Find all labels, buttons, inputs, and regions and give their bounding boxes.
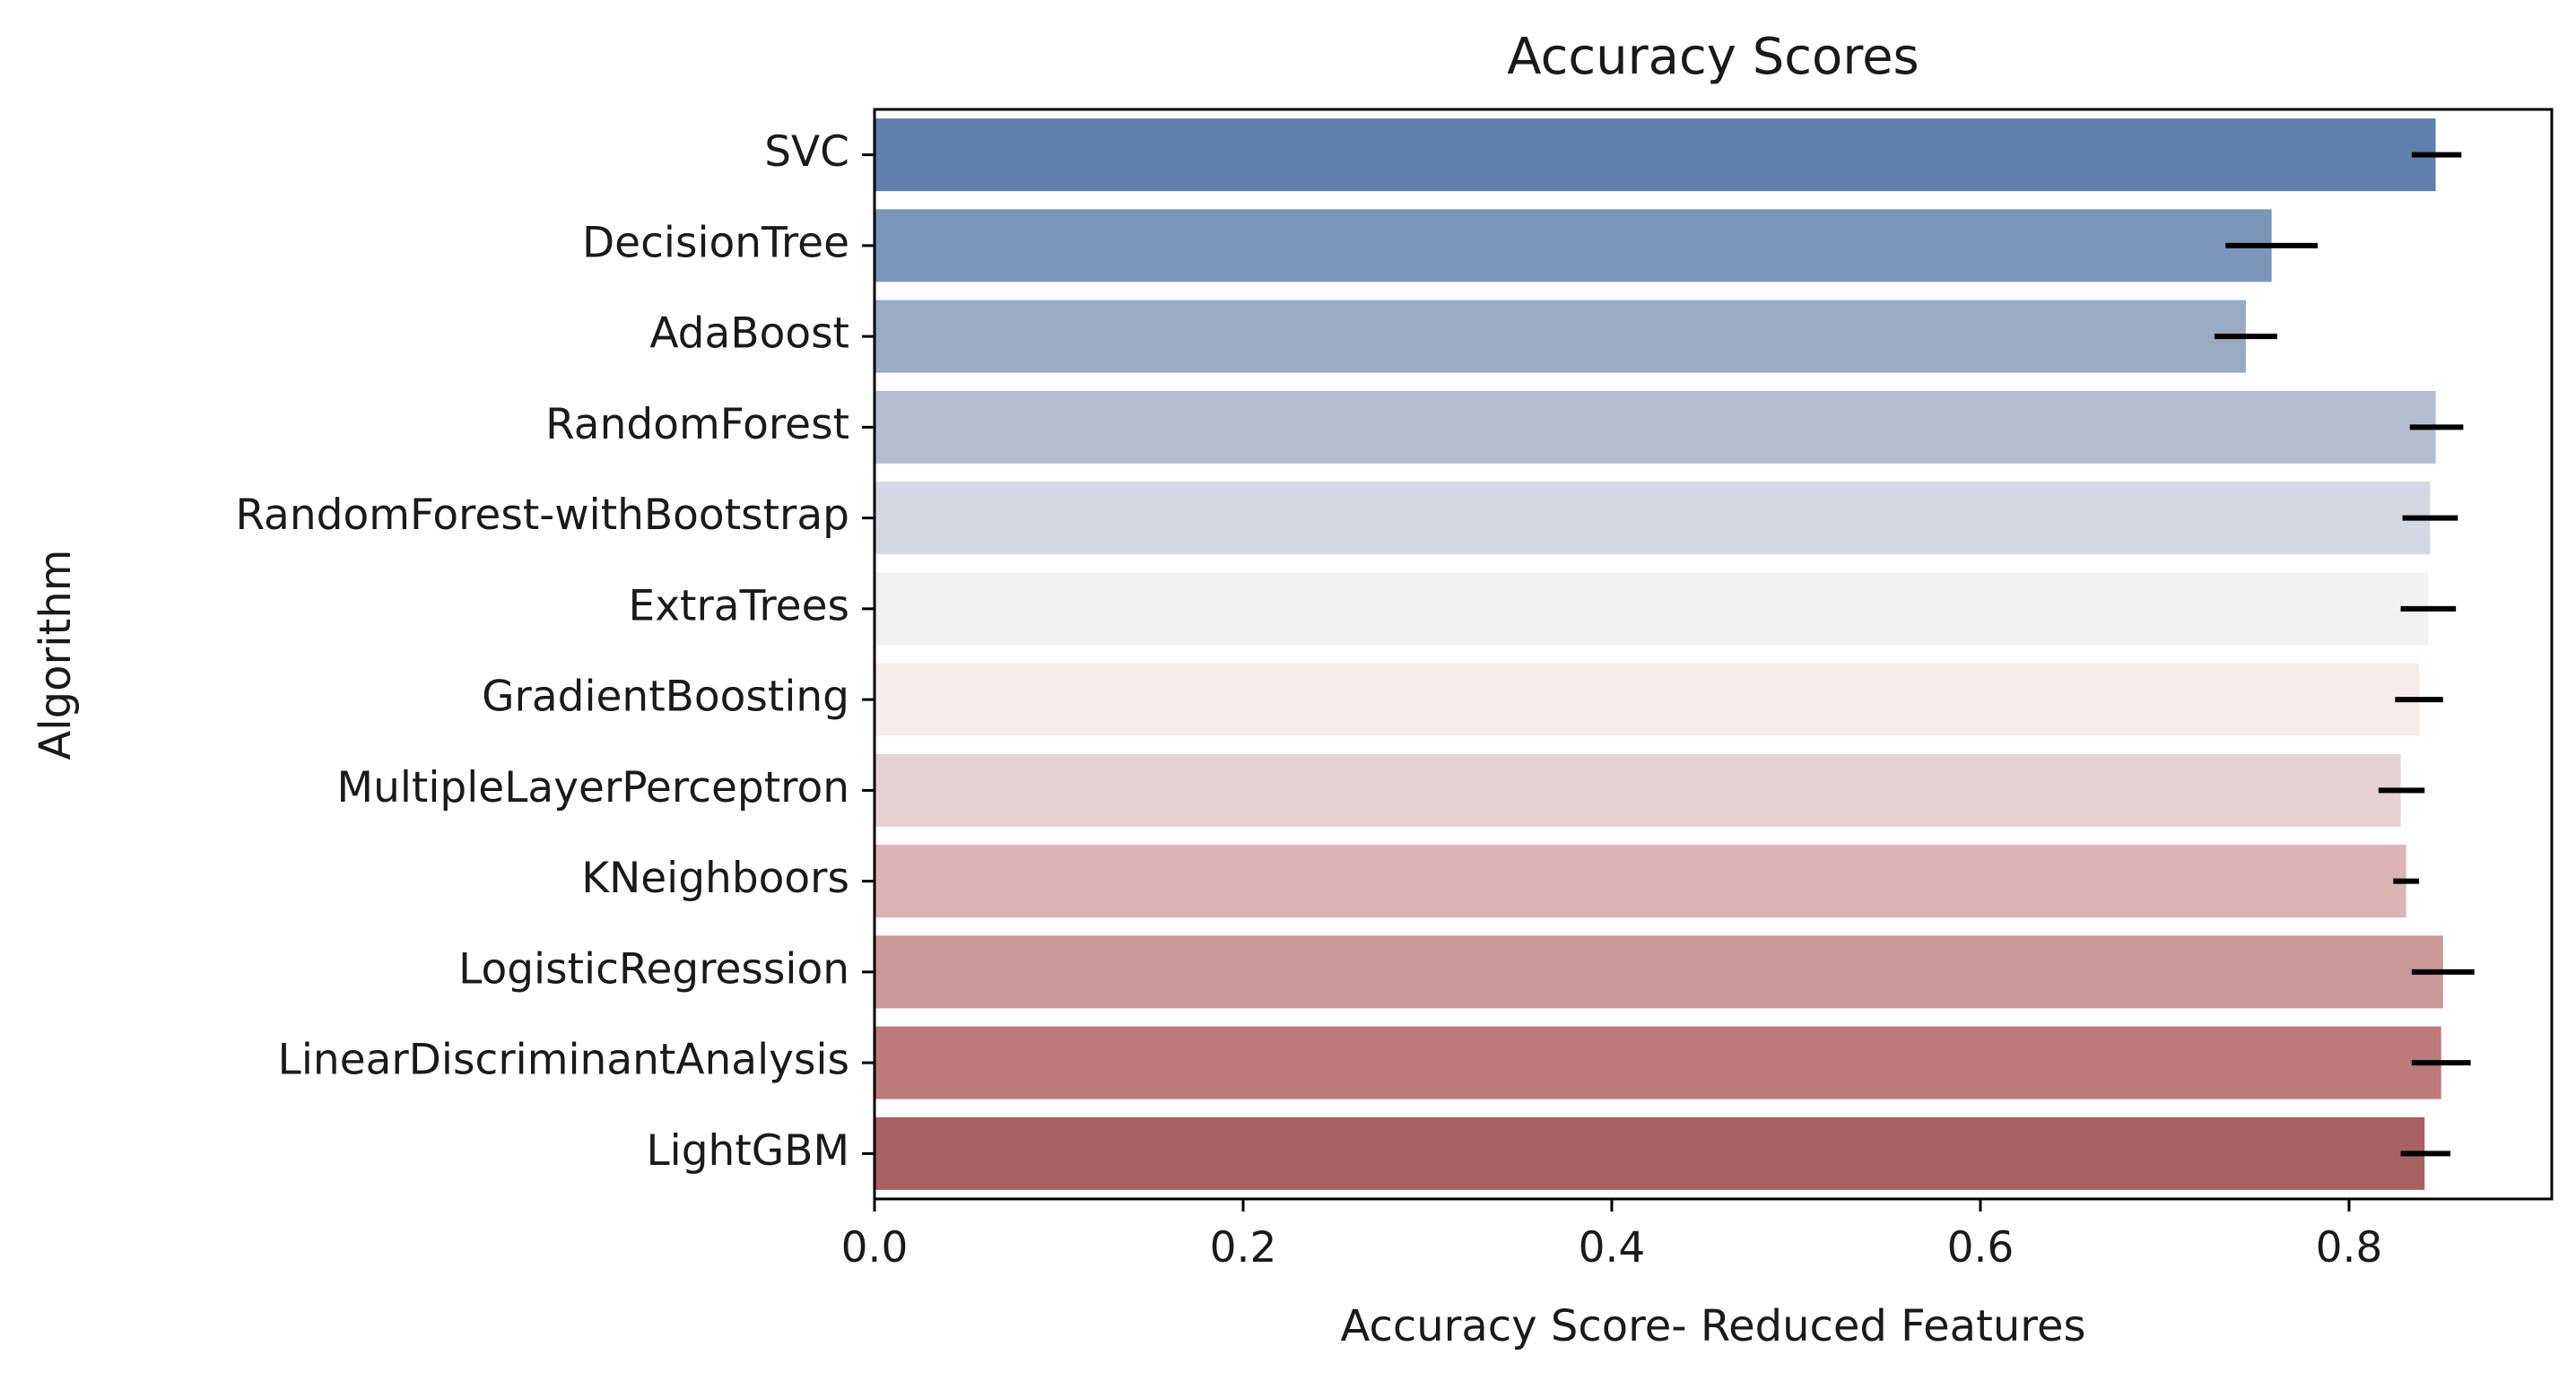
y-tick-label: SVC — [764, 127, 849, 177]
x-tick-label: 0.6 — [1947, 1223, 2015, 1272]
y-tick-label: LightGBM — [646, 1126, 849, 1176]
x-tick-label: 0.4 — [1579, 1223, 1646, 1272]
error-bars-group — [2214, 152, 2475, 1157]
y-tick-label: GradientBoosting — [482, 673, 849, 722]
chart-title: Accuracy Scores — [1507, 28, 1919, 86]
y-tick-label: LogisticRegression — [458, 944, 849, 994]
y-axis-label: Algorithm — [30, 549, 81, 760]
y-tick-label: LinearDiscriminantAnalysis — [278, 1036, 849, 1085]
y-tick-label: ExtraTrees — [629, 581, 849, 630]
x-axis-label: Accuracy Score- Reduced Features — [1340, 1301, 2085, 1351]
bar-lightgbm — [875, 1116, 2425, 1190]
plot-frame — [873, 108, 2554, 1201]
x-tick-label: 0.0 — [841, 1223, 909, 1272]
y-tick-label: RandomForest — [545, 400, 849, 449]
bar-randomforest-withbootstrap — [875, 482, 2431, 555]
bar-adaboost — [875, 300, 2246, 373]
category-labels: SVC DecisionTree AdaBoost RandomForest Rando… — [235, 127, 875, 1176]
bar-multiplelayerperceptron — [875, 753, 2401, 827]
x-axis-ticks: 0.0 0.2 0.4 0.6 0.8 — [841, 1199, 2383, 1272]
bar-gradientboosting — [875, 663, 2420, 736]
bar-kneighboors — [875, 845, 2406, 918]
bars-group — [875, 118, 2443, 1190]
x-tick-label: 0.8 — [2316, 1223, 2383, 1272]
bar-randomforest — [875, 390, 2436, 464]
y-tick-label: DecisionTree — [582, 218, 849, 267]
y-tick-label: KNeighboors — [581, 854, 849, 903]
bar-svc — [875, 118, 2436, 192]
y-tick-label: AdaBoost — [649, 309, 849, 359]
bar-logisticregression — [875, 935, 2443, 1009]
y-tick-label: RandomForest-withBootstrap — [235, 491, 849, 540]
bar-lineardiscriminantanalysis — [875, 1026, 2441, 1099]
bar-extratrees — [875, 572, 2429, 646]
x-tick-label: 0.2 — [1210, 1223, 1277, 1272]
y-tick-label: MultipleLayerPerceptron — [337, 763, 849, 812]
bar-decisiontree — [875, 209, 2272, 282]
